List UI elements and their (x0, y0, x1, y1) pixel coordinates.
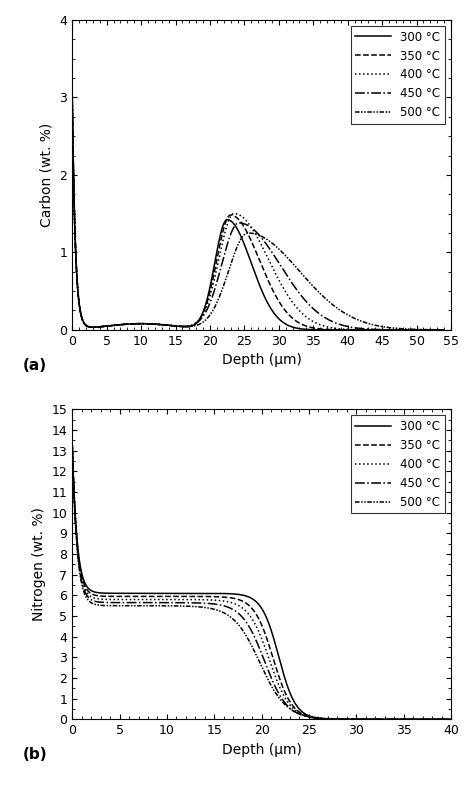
Line: 350 °C: 350 °C (72, 445, 450, 720)
350 °C (447, 715, 453, 724)
500 °C (134, 319, 139, 329)
300 °C (112, 589, 118, 598)
Text: (a): (a) (23, 358, 47, 373)
Text: (b): (b) (23, 747, 47, 762)
450 °C (134, 319, 139, 329)
350 °C (231, 593, 237, 603)
400 °C (440, 715, 446, 724)
350 °C (214, 592, 220, 601)
400 °C (112, 321, 118, 330)
450 °C (112, 598, 118, 608)
500 °C (69, 92, 75, 101)
450 °C (69, 92, 75, 101)
300 °C (394, 325, 400, 335)
500 °C (231, 615, 237, 624)
Line: 450 °C: 450 °C (72, 96, 444, 330)
X-axis label: Depth (μm): Depth (μm) (222, 743, 301, 757)
450 °C (399, 715, 405, 724)
400 °C (231, 599, 237, 608)
350 °C (69, 92, 75, 101)
500 °C (399, 715, 405, 724)
300 °C (214, 589, 220, 598)
Line: 450 °C: 450 °C (72, 445, 450, 720)
300 °C (434, 325, 440, 335)
450 °C (212, 284, 218, 294)
450 °C (394, 325, 400, 334)
400 °C (69, 92, 75, 101)
300 °C (447, 715, 453, 724)
450 °C (441, 325, 447, 335)
500 °C (212, 302, 218, 311)
450 °C (447, 715, 453, 724)
350 °C (441, 325, 447, 335)
Y-axis label: Carbon (wt. %): Carbon (wt. %) (40, 122, 54, 227)
Line: 500 °C: 500 °C (72, 445, 450, 720)
350 °C (112, 592, 118, 601)
X-axis label: Depth (μm): Depth (μm) (222, 353, 301, 367)
400 °C (394, 325, 400, 335)
400 °C (112, 595, 118, 604)
500 °C (214, 605, 220, 615)
300 °C (69, 440, 75, 450)
400 °C (447, 715, 453, 724)
Legend: 300 °C, 350 °C, 400 °C, 450 °C, 500 °C: 300 °C, 350 °C, 400 °C, 450 °C, 500 °C (351, 26, 445, 124)
450 °C (135, 598, 141, 608)
400 °C (69, 440, 75, 450)
350 °C (112, 321, 118, 330)
350 °C (228, 210, 234, 220)
450 °C (231, 605, 237, 615)
400 °C (228, 211, 234, 220)
500 °C (441, 325, 447, 334)
Line: 350 °C: 350 °C (72, 96, 444, 330)
400 °C (399, 715, 405, 724)
300 °C (399, 715, 405, 724)
300 °C (134, 319, 139, 329)
300 °C (69, 92, 75, 101)
400 °C (214, 596, 220, 605)
500 °C (228, 259, 234, 269)
300 °C (228, 216, 234, 226)
500 °C (112, 321, 118, 330)
Line: 300 °C: 300 °C (72, 96, 444, 330)
350 °C (134, 319, 139, 329)
500 °C (434, 325, 440, 334)
400 °C (212, 273, 218, 282)
Legend: 300 °C, 350 °C, 400 °C, 450 °C, 500 °C: 300 °C, 350 °C, 400 °C, 450 °C, 500 °C (351, 416, 445, 514)
450 °C (69, 440, 75, 450)
Line: 400 °C: 400 °C (72, 445, 450, 720)
300 °C (135, 589, 141, 598)
350 °C (135, 592, 141, 601)
450 °C (214, 600, 220, 609)
Line: 300 °C: 300 °C (72, 445, 450, 720)
450 °C (434, 325, 440, 335)
350 °C (394, 325, 400, 335)
350 °C (212, 265, 218, 275)
350 °C (69, 440, 75, 450)
350 °C (434, 325, 440, 335)
350 °C (399, 715, 405, 724)
500 °C (112, 601, 118, 611)
350 °C (440, 715, 446, 724)
400 °C (434, 325, 440, 335)
Line: 500 °C: 500 °C (72, 96, 444, 329)
300 °C (212, 258, 218, 267)
400 °C (135, 595, 141, 604)
300 °C (441, 325, 447, 335)
500 °C (447, 715, 453, 724)
450 °C (112, 321, 118, 330)
450 °C (440, 715, 446, 724)
300 °C (440, 715, 446, 724)
Line: 400 °C: 400 °C (72, 96, 444, 330)
Y-axis label: Nitrogen (wt. %): Nitrogen (wt. %) (32, 507, 46, 621)
300 °C (231, 589, 237, 599)
500 °C (69, 440, 75, 450)
500 °C (394, 324, 400, 333)
400 °C (134, 319, 139, 329)
500 °C (135, 601, 141, 611)
300 °C (112, 321, 118, 330)
500 °C (440, 715, 446, 724)
450 °C (228, 229, 234, 239)
400 °C (441, 325, 447, 335)
